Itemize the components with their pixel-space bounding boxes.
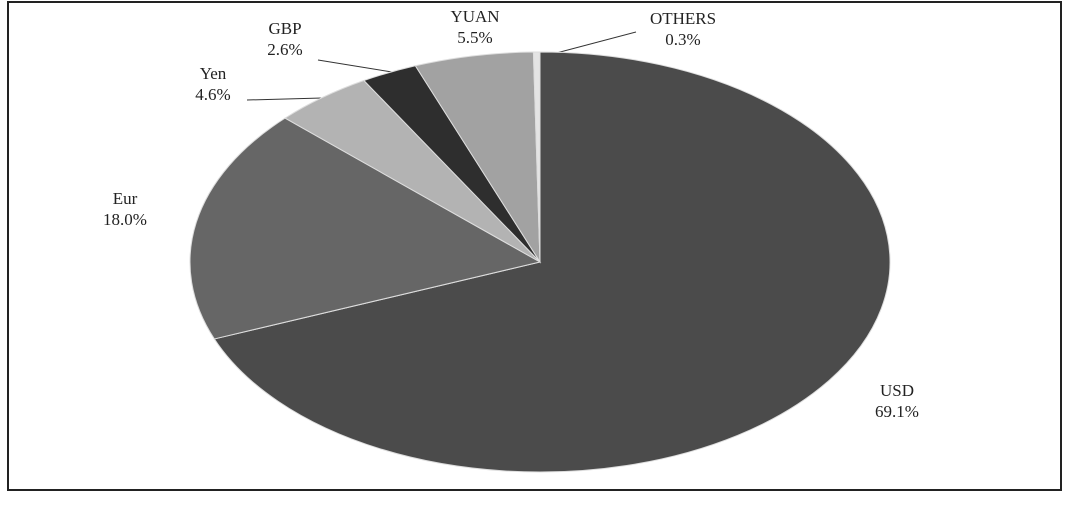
- slice-value-label: 2.6%: [267, 40, 302, 59]
- slice-label: YUAN: [450, 7, 499, 26]
- slice-label: Eur: [113, 189, 138, 208]
- slice-value-label: 18.0%: [103, 210, 147, 229]
- slice-label: GBP: [268, 19, 301, 38]
- slice-label: Yen: [200, 64, 227, 83]
- slice-value-label: 5.5%: [457, 28, 492, 47]
- leader-line: [246, 97, 323, 101]
- pie-slice: [189, 117, 542, 340]
- slice-value-label: 69.1%: [875, 402, 919, 421]
- slice-label: USD: [880, 381, 914, 400]
- pie-slice: [213, 51, 891, 473]
- leader-line: [317, 59, 393, 73]
- pie-slice: [532, 51, 541, 263]
- slice-label: OTHERS: [650, 9, 716, 28]
- slice-value-label: 0.3%: [665, 30, 700, 49]
- slice-value-label: 4.6%: [195, 85, 230, 104]
